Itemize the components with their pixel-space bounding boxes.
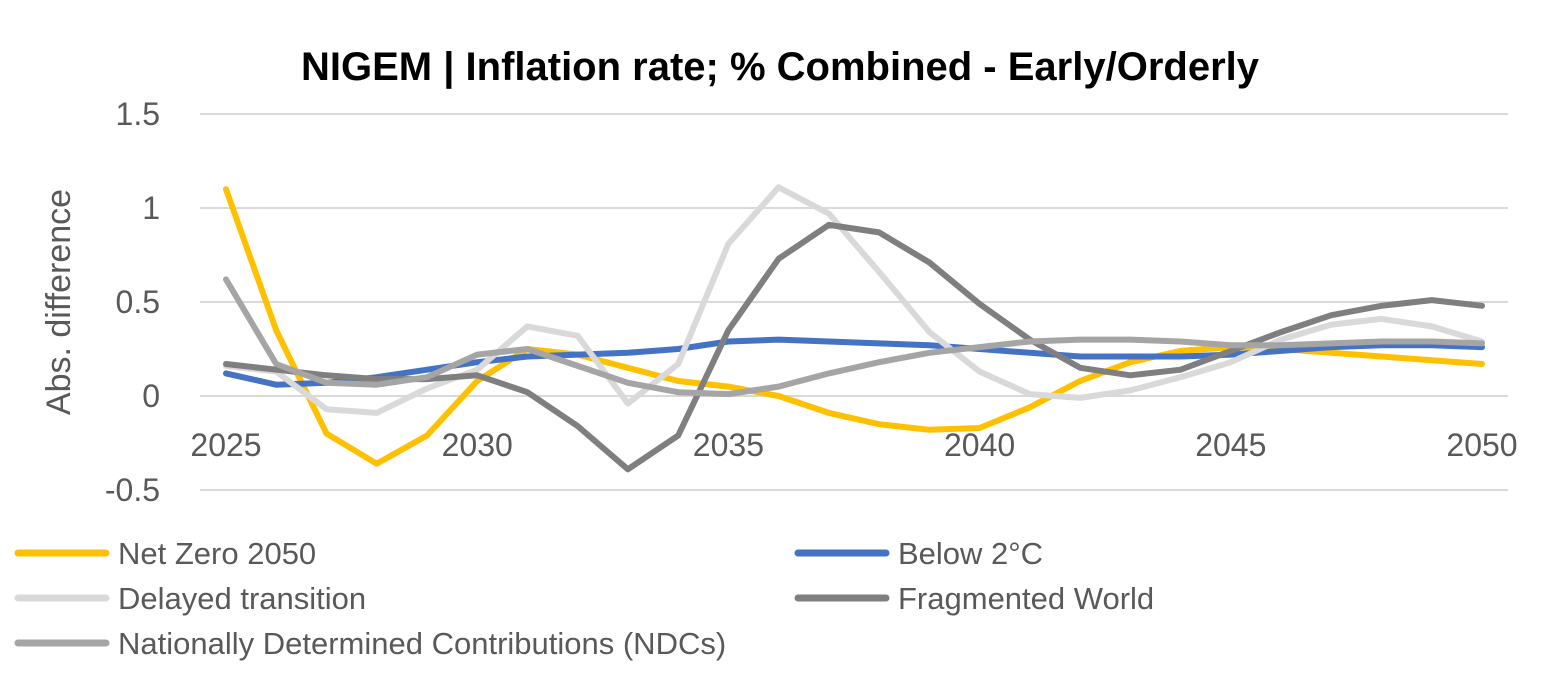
x-tick-label: 2035 <box>693 427 764 463</box>
series-line-below-2-c <box>223 336 1485 388</box>
legend-label-delayed-transition: Delayed transition <box>118 581 366 616</box>
x-tick-label: 2045 <box>1195 427 1266 463</box>
series-line-nationally-determined-contributions-ndcs <box>223 276 1485 398</box>
y-tick-label: 1.5 <box>116 96 160 132</box>
chart-title: NIGEM | Inflation rate; % Combined - Ear… <box>301 45 1260 89</box>
y-axis-ticks: 1.5 1 0.5 0 -0.5 <box>105 96 160 508</box>
x-tick-label: 2030 <box>442 427 513 463</box>
legend-label-net-zero-2050: Net Zero 2050 <box>118 536 316 571</box>
y-axis-label: Abs. difference <box>40 189 78 415</box>
gridlines <box>200 113 1508 491</box>
y-tick-label: 1 <box>142 190 160 226</box>
legend-label-below-2-c: Below 2°C <box>898 536 1043 571</box>
y-tick-label: 0 <box>142 378 160 414</box>
legend-label-nationally-determined-contributions-ndcs: Nationally Determined Contributions (NDC… <box>118 626 726 661</box>
y-tick-label: -0.5 <box>105 472 160 508</box>
x-tick-label: 2025 <box>190 427 261 463</box>
x-axis-ticks: 2025 2030 2035 2040 2045 2050 <box>190 427 1517 463</box>
x-tick-label: 2040 <box>944 427 1015 463</box>
x-tick-label: 2050 <box>1446 427 1517 463</box>
series-lines <box>223 184 1485 473</box>
legend: Net Zero 2050 Below 2°C Delayed transition… <box>14 536 1154 661</box>
series-line-fragmented-world <box>223 221 1485 473</box>
y-tick-label: 0.5 <box>116 284 160 320</box>
legend-label-fragmented-world: Fragmented World <box>898 581 1154 616</box>
